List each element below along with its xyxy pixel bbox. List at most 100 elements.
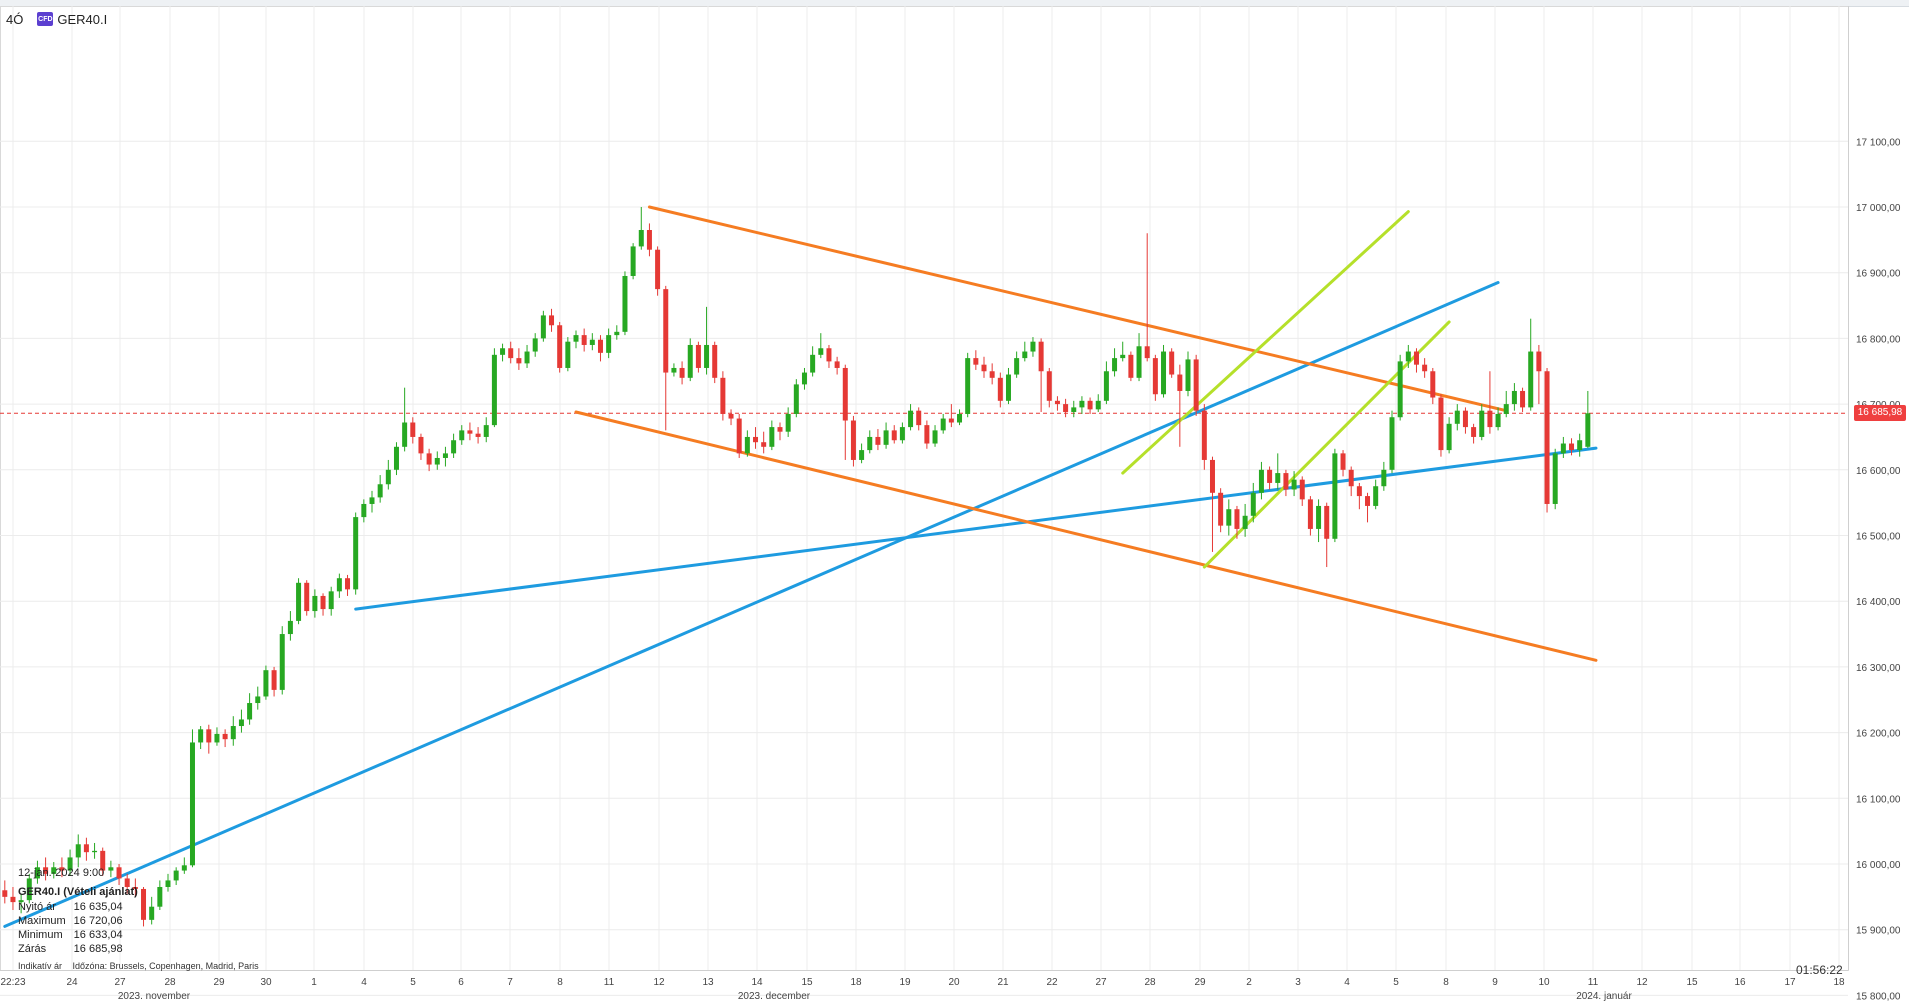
candle[interactable]: [1479, 404, 1485, 441]
candle[interactable]: [1569, 438, 1575, 456]
candle[interactable]: [377, 475, 383, 503]
candle[interactable]: [1520, 387, 1526, 412]
candle[interactable]: [1536, 344, 1542, 405]
candle[interactable]: [1348, 466, 1354, 497]
candle[interactable]: [1063, 398, 1069, 418]
candle[interactable]: [1495, 407, 1501, 431]
candle[interactable]: [1324, 502, 1330, 568]
candle[interactable]: [418, 433, 424, 460]
candle[interactable]: [655, 246, 661, 296]
candle[interactable]: [312, 589, 318, 618]
symbol-label[interactable]: GER40.I: [57, 11, 108, 27]
candle[interactable]: [459, 425, 465, 445]
candle[interactable]: [393, 442, 399, 476]
candle[interactable]: [793, 379, 799, 418]
candle[interactable]: [1291, 471, 1297, 497]
candle[interactable]: [328, 586, 334, 616]
candle[interactable]: [426, 448, 432, 472]
candle[interactable]: [1022, 341, 1028, 362]
candle[interactable]: [1422, 358, 1428, 378]
candle[interactable]: [475, 427, 481, 444]
candle[interactable]: [410, 417, 416, 444]
candle[interactable]: [948, 404, 954, 428]
candle[interactable]: [581, 328, 587, 352]
candle[interactable]: [1487, 371, 1493, 434]
candle[interactable]: [1528, 318, 1534, 411]
candle[interactable]: [850, 415, 856, 467]
candle[interactable]: [973, 350, 979, 370]
candle[interactable]: [1365, 492, 1371, 523]
candle[interactable]: [1038, 338, 1044, 412]
candle[interactable]: [189, 729, 195, 868]
blue-trendline[interactable]: [354, 446, 1598, 611]
candle[interactable]: [173, 867, 179, 886]
candle[interactable]: [1397, 354, 1403, 421]
candle[interactable]: [834, 356, 840, 375]
candle[interactable]: [1177, 364, 1183, 447]
candle[interactable]: [1030, 337, 1036, 357]
candle[interactable]: [1218, 488, 1224, 533]
candle[interactable]: [296, 578, 302, 625]
candle[interactable]: [18, 893, 24, 914]
candle[interactable]: [1209, 456, 1215, 552]
candle[interactable]: [149, 896, 155, 925]
candle[interactable]: [442, 446, 448, 467]
candle[interactable]: [483, 417, 489, 443]
candle[interactable]: [467, 422, 473, 441]
candle[interactable]: [989, 363, 995, 385]
candle[interactable]: [1438, 394, 1444, 457]
candle[interactable]: [532, 333, 538, 357]
candle[interactable]: [222, 729, 228, 748]
candle[interactable]: [1103, 361, 1109, 405]
candle[interactable]: [1005, 367, 1011, 405]
candle[interactable]: [26, 873, 32, 904]
candle[interactable]: [92, 842, 98, 859]
candle[interactable]: [1201, 404, 1207, 470]
candle[interactable]: [181, 857, 187, 874]
candle[interactable]: [508, 341, 514, 364]
candle[interactable]: [287, 611, 293, 641]
candle[interactable]: [1226, 499, 1232, 536]
candle[interactable]: [606, 328, 612, 359]
candle[interactable]: [679, 361, 685, 385]
candle[interactable]: [1299, 476, 1305, 506]
candle[interactable]: [361, 499, 367, 523]
candle[interactable]: [1471, 423, 1477, 444]
candle[interactable]: [353, 512, 359, 595]
candle[interactable]: [1267, 466, 1273, 490]
candle[interactable]: [67, 849, 73, 876]
candle[interactable]: [1275, 453, 1281, 490]
candle[interactable]: [100, 847, 106, 876]
candle[interactable]: [157, 880, 163, 910]
candle[interactable]: [34, 860, 40, 884]
candle[interactable]: [1560, 436, 1566, 458]
candle[interactable]: [1136, 333, 1142, 382]
candle[interactable]: [369, 490, 375, 513]
candle[interactable]: [777, 422, 783, 441]
candle[interactable]: [540, 310, 546, 342]
candle[interactable]: [981, 356, 987, 378]
candle[interactable]: [663, 285, 669, 431]
candle[interactable]: [1046, 367, 1052, 408]
candle[interactable]: [1234, 505, 1240, 539]
candle[interactable]: [859, 443, 865, 464]
candle[interactable]: [753, 427, 759, 449]
candle[interactable]: [1430, 367, 1436, 405]
candle[interactable]: [1169, 348, 1175, 378]
candle[interactable]: [59, 857, 65, 878]
candle[interactable]: [997, 372, 1003, 408]
candle[interactable]: [1242, 503, 1248, 537]
candle[interactable]: [255, 686, 261, 710]
candle[interactable]: [279, 626, 285, 695]
candle[interactable]: [573, 330, 579, 349]
candle[interactable]: [1258, 461, 1264, 500]
candle[interactable]: [695, 341, 701, 373]
candle[interactable]: [761, 431, 767, 454]
candle[interactable]: [124, 873, 130, 894]
candle[interactable]: [622, 271, 628, 336]
candle[interactable]: [500, 343, 506, 362]
candle[interactable]: [320, 593, 326, 616]
candle[interactable]: [1014, 351, 1020, 378]
candle[interactable]: [75, 834, 81, 868]
candle[interactable]: [891, 425, 897, 444]
